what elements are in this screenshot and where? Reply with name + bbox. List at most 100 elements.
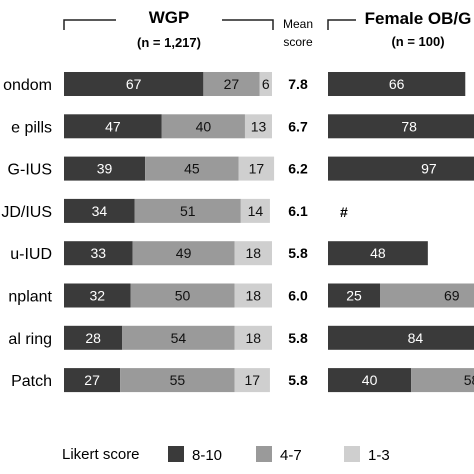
bar-value-label: 55 [170,372,186,388]
category-label: JD/IUS [1,204,52,221]
bar-value-label: 49 [176,245,192,261]
bar-segment-wgp-8-10 [64,114,162,139]
category-label: nplant [8,289,52,306]
bar-segment-wgp-4-7 [134,198,241,223]
legend-label-8-10: 8-10 [192,447,222,464]
bar-value-label: 40 [196,118,212,134]
bar-segment-wgp-4-7 [130,283,235,308]
bar-value-label: 48 [370,245,386,261]
bar-value-label: 33 [91,245,107,261]
bar-segment-wgp-8-10 [64,283,131,308]
mean-score: 7.8 [288,76,308,92]
bar-value-label: 32 [89,288,105,304]
bar-segment-wgp-8-10 [64,368,121,393]
legend-swatch-4-7 [256,446,272,462]
bar-segment-wgp-1-3 [234,283,272,308]
category-label: Patch [11,373,52,390]
bar-segment-wgp-4-7 [161,114,245,139]
bar-segment-female-ob-g-8-10 [328,241,428,266]
bar-value-label: 27 [224,76,240,92]
category-label: e pills [11,119,52,136]
mean-score: 6.2 [288,161,308,177]
mean-score: 5.8 [288,330,308,346]
bar-segment-wgp-1-3 [234,368,270,393]
mean-score: 6.0 [288,288,308,304]
bar-value-label: 47 [105,118,121,134]
legend-title: Likert score [62,446,140,463]
legend-swatch-1-3 [344,446,360,462]
bar-value-label: 25 [346,288,362,304]
bar-segment-female-ob-g-4-7 [411,368,474,393]
bar-segment-female-ob-g-8-10 [328,283,380,308]
mean-header-line-2: score [283,35,313,49]
legend-swatch-8-10 [168,446,184,462]
bar-segment-wgp-4-7 [203,72,260,96]
bar-segment-wgp-8-10 [64,325,123,350]
bar-segment-wgp-4-7 [120,368,235,393]
bar-value-label: 66 [389,76,405,92]
bar-value-label: 39 [97,161,113,177]
bar-segment-wgp-1-3 [234,241,272,266]
bar-value-label: 18 [245,245,261,261]
mean-score: 5.8 [288,245,308,261]
bar-value-label: 27 [84,372,100,388]
bar-value-label: 17 [249,161,265,177]
legend: Likert score 8-10 4-7 1-3 [62,446,390,464]
bar-segment-female-ob-g-8-10 [328,114,474,139]
bar-value-label: 18 [245,288,261,304]
bar-segment-wgp-8-10 [64,156,146,181]
bar-segment-female-ob-g-8-10 [328,325,474,350]
bar-value-label: 6 [262,76,270,92]
bar-value-label: 17 [244,372,260,388]
group-subtitle-female-obg: (n = 100) [391,34,444,49]
bar-value-label: 13 [251,118,267,134]
legend-label-4-7: 4-7 [280,447,302,464]
chart-headers: WGP (n = 1,217) Mean score Female OB/G (… [63,8,472,50]
bar-segment-wgp-1-3 [259,72,272,96]
bar-value-label: 97 [421,161,437,177]
bar-value-label: 67 [126,76,142,92]
group-title-wgp: WGP [149,8,190,27]
bar-segment-wgp-1-3 [234,325,272,350]
mean-header-line-1: Mean [283,17,313,31]
category-label: al ring [8,331,52,348]
bar-segment-female-ob-g-8-10 [328,72,466,96]
bar-value-label: 18 [245,330,261,346]
mean-score: 6.1 [288,203,308,219]
category-label: u-IUD [10,246,52,263]
bar-segment-female-ob-g-4-7 [380,283,474,308]
bar-value-label: 54 [171,330,187,346]
bar-value-label: 84 [408,330,424,346]
bar-segment-wgp-4-7 [145,156,239,181]
bar-value-label: 45 [184,161,200,177]
bar-value-label: 78 [401,118,417,134]
group-bracket-wgp [63,19,274,30]
bar-value-label: 14 [248,203,264,219]
group-subtitle-wgp: (n = 1,217) [137,35,201,50]
bar-segment-wgp-1-3 [240,198,270,223]
mean-score: 5.8 [288,372,308,388]
category-label: G-IUS [8,162,52,179]
annotation-marker: # [340,204,348,220]
mean-score: 6.7 [288,118,308,134]
group-bracket-female-obg [327,19,356,30]
bar-segment-wgp-8-10 [64,72,204,96]
bar-segment-female-ob-g-8-10 [328,368,412,393]
chart-rows: ondom 7.867 27 6 66e pills 6.747 40 13 78G-IUS 6.… [1,72,474,393]
bar-value-label: 40 [362,372,378,388]
bar-segment-wgp-8-10 [64,198,135,223]
group-title-female-obg: Female OB/G [365,9,472,28]
bar-segment-wgp-8-10 [64,241,133,266]
bar-value-label: 69 [444,288,460,304]
bar-segment-wgp-4-7 [122,325,235,350]
bar-segment-wgp-1-3 [238,156,275,181]
bar-value-label: 34 [92,203,108,219]
bar-value-label: 50 [175,288,191,304]
bar-value-label: 28 [85,330,101,346]
legend-label-1-3: 1-3 [368,447,390,464]
bar-segment-wgp-1-3 [244,114,272,139]
bar-segment-female-ob-g-8-10 [328,156,474,181]
bar-value-label: 51 [180,203,196,219]
category-label: ondom [3,77,52,94]
